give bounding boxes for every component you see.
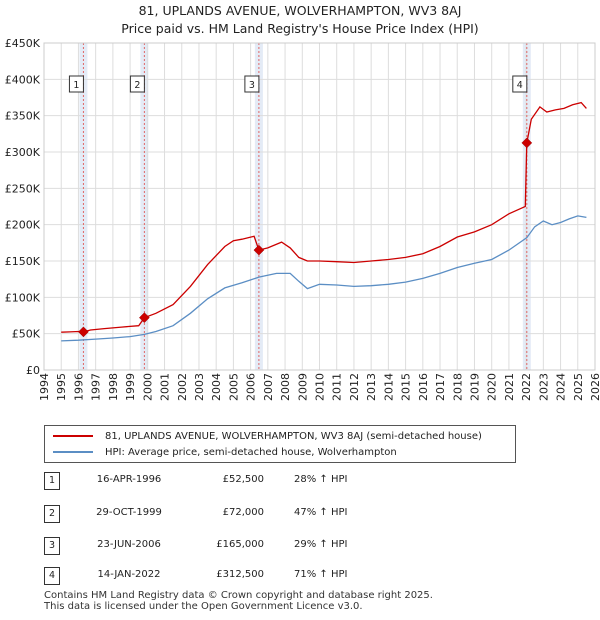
x-tick-label: 2026 xyxy=(589,373,600,401)
sale-marker-label: 3 xyxy=(44,537,60,555)
y-tick-label: £0 xyxy=(26,364,40,377)
sale-band-2 xyxy=(140,43,149,370)
sale-point-3 xyxy=(253,244,265,256)
sale-marker-label-2: 2 xyxy=(134,80,140,91)
sale-price: £72,000 xyxy=(222,507,264,518)
chart-subtitle: Price paid vs. HM Land Registry's House … xyxy=(121,21,479,36)
x-tick-label: 1998 xyxy=(107,373,120,401)
sale-marker-label-1: 1 xyxy=(73,80,79,91)
sale-point-2 xyxy=(139,312,150,324)
sale-marker-box-2 xyxy=(129,75,145,93)
sale-marker-box-1 xyxy=(68,75,84,93)
sale-band-3 xyxy=(254,43,263,370)
x-tick-label: 2001 xyxy=(159,373,172,401)
series-line-hpi xyxy=(61,215,587,342)
sale-row: 4 14-JAN-2022 £312,500 71% ↑ HPI xyxy=(44,567,464,587)
x-tick-label: 2012 xyxy=(348,373,361,401)
y-tick-label: £100K xyxy=(5,291,41,304)
footer-license: This data is licensed under the Open Gov… xyxy=(44,601,363,612)
footer: Contains HM Land Registry data © Crown c… xyxy=(44,590,433,612)
x-tick-label: 1999 xyxy=(124,373,137,401)
footer-copyright: Contains HM Land Registry data © Crown c… xyxy=(44,590,433,601)
sale-band-4 xyxy=(522,43,531,370)
y-tick-label: £200K xyxy=(5,219,41,232)
legend-label-hpi: HPI: Average price, semi-detached house,… xyxy=(105,446,397,458)
sale-marker-label: 1 xyxy=(44,472,60,490)
sale-hpi-change: 71% ↑ HPI xyxy=(294,569,348,580)
sale-marker-label: 2 xyxy=(44,505,60,523)
x-tick-label: 2000 xyxy=(141,373,154,401)
sale-hpi-change: 47% ↑ HPI xyxy=(294,507,348,518)
x-tick-label: 2013 xyxy=(365,373,378,401)
x-tick-label: 2020 xyxy=(486,373,499,401)
y-tick-label: £250K xyxy=(5,182,41,195)
sale-date: 14-JAN-2022 xyxy=(97,569,161,580)
x-tick-label: 2022 xyxy=(520,373,533,401)
y-tick-label: £450K xyxy=(5,37,41,50)
x-tick-label: 2009 xyxy=(296,373,309,401)
x-tick-label: 2023 xyxy=(537,373,550,401)
x-tick-label: 2004 xyxy=(210,373,223,401)
price-chart: 1 2 3 4 £0 £50K £100K £150K £200K £250K £300K £350K… xyxy=(5,37,600,401)
x-tick-label: 2002 xyxy=(176,373,189,401)
sale-price: £165,000 xyxy=(216,539,264,550)
x-tick-label: 2024 xyxy=(555,373,568,401)
y-tick-label: £400K xyxy=(5,73,41,86)
x-tick-label: 2008 xyxy=(279,373,292,401)
sale-date: 29-OCT-1999 xyxy=(96,507,162,518)
sale-row: 1 16-APR-1996 £52,500 28% ↑ HPI xyxy=(44,472,464,492)
chart-title: 81, UPLANDS AVENUE, WOLVERHAMPTON, WV3 8… xyxy=(138,3,462,18)
sale-row: 2 29-OCT-1999 £72,000 47% ↑ HPI xyxy=(44,505,464,525)
x-tick-label: 1997 xyxy=(90,373,103,401)
series-line-property xyxy=(61,101,587,333)
sale-price: £52,500 xyxy=(222,474,264,485)
legend-swatch-hpi xyxy=(53,451,93,453)
x-tick-label: 2017 xyxy=(434,373,447,401)
sale-point-4 xyxy=(521,137,533,149)
legend-label-property: 81, UPLANDS AVENUE, WOLVERHAMPTON, WV3 8… xyxy=(105,430,482,442)
x-tick-label: 2016 xyxy=(417,373,430,401)
x-tick-label: 1994 xyxy=(38,373,51,401)
y-tick-label: £150K xyxy=(5,255,41,268)
sale-price: £312,500 xyxy=(216,569,264,580)
sale-hpi-change: 28% ↑ HPI xyxy=(294,474,348,485)
legend: 81, UPLANDS AVENUE, WOLVERHAMPTON, WV3 8… xyxy=(44,425,516,463)
sale-marker-label: 4 xyxy=(44,567,60,585)
x-tick-label: 2011 xyxy=(331,373,344,401)
x-tick-label: 1996 xyxy=(72,373,85,401)
x-tick-label: 1995 xyxy=(55,373,68,401)
sale-point-1 xyxy=(78,326,89,338)
sale-hpi-change: 29% ↑ HPI xyxy=(294,539,348,550)
sale-marker-box-3 xyxy=(244,75,260,93)
y-tick-label: £300K xyxy=(5,146,41,159)
sale-marker-label-4: 4 xyxy=(517,80,523,91)
x-tick-label: 2014 xyxy=(382,373,395,401)
x-tick-label: 2007 xyxy=(262,373,275,401)
x-tick-label: 2025 xyxy=(572,373,585,401)
legend-swatch-property xyxy=(53,435,93,437)
plot-frame xyxy=(43,42,596,371)
x-tick-label: 2019 xyxy=(468,373,481,401)
sale-marker-box-4 xyxy=(512,75,528,93)
legend-item-hpi: HPI: Average price, semi-detached house,… xyxy=(53,445,397,459)
sale-band-1 xyxy=(79,43,88,370)
legend-item-property: 81, UPLANDS AVENUE, WOLVERHAMPTON, WV3 8… xyxy=(53,429,482,443)
x-tick-label: 2015 xyxy=(400,373,413,401)
y-tick-label: £350K xyxy=(5,110,41,123)
sale-date: 23-JUN-2006 xyxy=(97,539,161,550)
sale-date: 16-APR-1996 xyxy=(96,474,162,485)
x-tick-label: 2005 xyxy=(227,373,240,401)
x-tick-label: 2021 xyxy=(503,373,516,401)
x-tick-label: 2006 xyxy=(245,373,258,401)
x-tick-label: 2018 xyxy=(451,373,464,401)
sale-row: 3 23-JUN-2006 £165,000 29% ↑ HPI xyxy=(44,537,464,557)
sale-marker-label-3: 3 xyxy=(249,80,255,91)
x-tick-label: 2010 xyxy=(314,373,327,401)
y-tick-label: £50K xyxy=(12,328,41,341)
x-tick-label: 2003 xyxy=(193,373,206,401)
